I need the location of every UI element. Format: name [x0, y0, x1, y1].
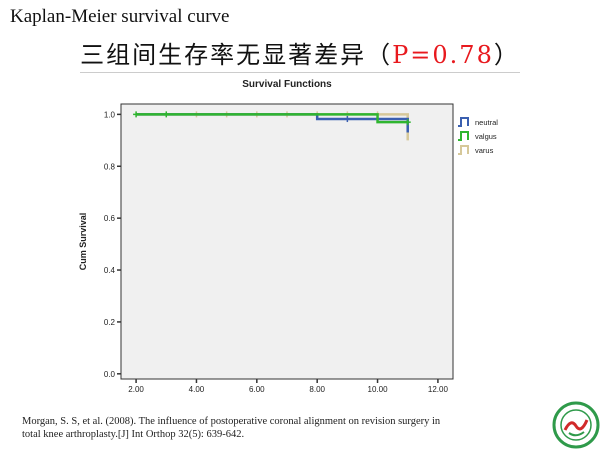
- y-tick-label: 0.8: [104, 162, 116, 171]
- title-divider: [80, 72, 520, 73]
- slide-title: Kaplan-Meier survival curve: [10, 6, 230, 27]
- y-tick-label: 0.2: [104, 318, 116, 327]
- citation: Morgan, S. S, et al. (2008). The influen…: [22, 415, 532, 441]
- x-tick-label: 12.00: [428, 385, 449, 394]
- y-tick-label: 1.0: [104, 110, 116, 119]
- y-axis-label: Cum Survival: [78, 213, 88, 271]
- citation-line-2: total knee arthroplasty.[J] Int Orthop 3…: [22, 429, 245, 440]
- legend-label-varus: varus: [475, 146, 494, 155]
- y-tick-label: 0.0: [104, 370, 116, 379]
- x-tick-label: 6.00: [249, 385, 265, 394]
- p-value: P=0.78: [392, 41, 494, 69]
- chart-title: Survival Functions: [242, 79, 332, 90]
- y-tick-label: 0.6: [104, 214, 116, 223]
- university-seal-logo: [552, 401, 600, 449]
- citation-line-1: Morgan, S. S, et al. (2008). The influen…: [22, 416, 441, 427]
- series-line-valgus: [136, 113, 408, 124]
- y-tick-label: 0.4: [104, 266, 116, 275]
- legend-label-neutral: neutral: [475, 118, 498, 127]
- legend-label-valgus: valgus: [475, 132, 497, 141]
- legend-swatch-valgus: [458, 131, 469, 141]
- subtitle-close: ）: [493, 41, 520, 69]
- subtitle-text: 三组间生存率无显著差异（: [80, 41, 393, 69]
- x-tick-label: 2.00: [128, 385, 144, 394]
- x-tick-label: 10.00: [368, 385, 389, 394]
- legend-swatch-varus: [458, 145, 469, 155]
- chinese-subtitle: 三组间生存率无显著差异（P=0.78）: [0, 35, 600, 70]
- x-tick-label: 8.00: [309, 385, 325, 394]
- x-tick-label: 4.00: [189, 385, 205, 394]
- legend-swatch-neutral: [458, 117, 469, 127]
- plot-area: [120, 103, 454, 380]
